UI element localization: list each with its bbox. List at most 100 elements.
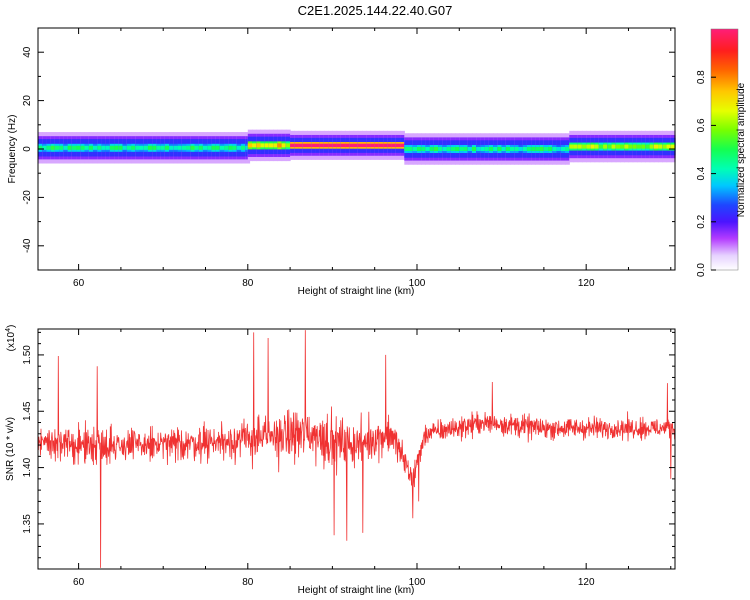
spectrogram-cell: [177, 145, 183, 150]
spectrogram-cell: [190, 145, 196, 150]
spectrogram-cell: [467, 146, 473, 152]
spectrogram-cell: [173, 145, 179, 150]
spectrogram-cell: [88, 145, 94, 150]
spectrogram-cell: [109, 145, 115, 150]
spectrogram-cell: [620, 144, 625, 149]
colorbar-tick-label: 0.0: [696, 263, 707, 277]
spectrogram-cell: [548, 146, 553, 152]
spectrogram-cell: [666, 144, 672, 149]
spectrogram-cell: [122, 145, 128, 150]
spectrogram-cell: [169, 145, 174, 150]
spectrogram-cell: [395, 143, 401, 148]
snr-scale-base: (x10: [6, 331, 17, 351]
spectrogram-cell: [328, 143, 333, 148]
x-tick-label: 80: [242, 278, 254, 289]
spectrogram-cell: [611, 144, 617, 149]
spectrogram-cell: [38, 145, 43, 150]
spectrogram-cell: [298, 143, 304, 148]
spectrogram-cell: [446, 146, 452, 152]
colorbar-gradient: [711, 29, 738, 270]
spectrogram-cell: [565, 146, 570, 152]
spectrogram-frame: [37, 27, 676, 271]
spectrogram-cell: [202, 145, 208, 150]
spectrogram-cell: [573, 144, 579, 149]
spectrogram-cell: [442, 146, 448, 152]
spectrogram-cell: [260, 143, 266, 148]
x-tick-label: 100: [409, 278, 426, 289]
spectrogram-cell: [429, 146, 435, 152]
spectrogram-cell: [476, 146, 482, 152]
spectrogram-cell: [273, 143, 278, 148]
spectrogram-cell: [658, 144, 663, 149]
spectrogram-cell: [353, 143, 359, 148]
spectrogram-cell: [501, 146, 507, 152]
spectrogram-cell: [510, 146, 515, 152]
spectrogram-cell: [268, 143, 274, 148]
y-tick-label: 1.35: [22, 514, 33, 534]
spectrogram-cell: [598, 144, 604, 149]
spectrogram-cell: [670, 144, 676, 149]
spectrogram-cell: [76, 145, 81, 150]
colorbar-tick-label: 0.2: [696, 214, 707, 228]
spectrogram-cell: [302, 143, 308, 148]
x-tick-label: 60: [73, 577, 85, 588]
spectrogram-cell: [471, 146, 477, 152]
snr-x-label: Height of straight line (km): [298, 585, 415, 596]
spectrogram-cell: [290, 143, 295, 148]
spectrogram-cell: [400, 143, 405, 148]
spectrogram-cell: [105, 145, 111, 150]
spectrogram-cell: [374, 143, 380, 148]
spectrogram-cell: [126, 145, 132, 150]
snr-series-line: [38, 330, 675, 568]
x-tick-label: 100: [409, 577, 426, 588]
spectrogram-cell: [581, 144, 587, 149]
spectrogram-cell: [118, 145, 124, 150]
spectrogram-cell: [514, 146, 520, 152]
spectrogram-cell: [319, 143, 325, 148]
spectrogram-cell: [404, 146, 410, 152]
colorbar-ticks: 0.0 0.2 0.4 0.6 0.8: [696, 70, 716, 277]
spectrogram-cell: [277, 143, 283, 148]
spectrogram-cell: [281, 143, 287, 148]
spectrogram-cell: [97, 145, 103, 150]
spectrogram-cell: [336, 143, 342, 148]
spectrogram-cell: [264, 143, 270, 148]
spectrogram-cell: [42, 145, 48, 150]
x-tick-label: 60: [73, 278, 85, 289]
spectrogram-cell: [577, 144, 583, 149]
spectrogram-cell: [556, 146, 562, 152]
spectrogram-cell: [156, 145, 162, 150]
spectrogram-cell: [294, 143, 300, 148]
spectrogram-cell: [92, 145, 98, 150]
spectrogram-cell: [586, 144, 592, 149]
spectrogram-cell: [349, 143, 355, 148]
snr-scale-exponent: 4: [5, 328, 12, 332]
spectrogram-cell: [649, 144, 655, 149]
spectrogram-cell: [421, 146, 427, 152]
snr-frame: [37, 328, 676, 570]
spectrogram-cell: [480, 146, 486, 152]
spectrogram-cell: [315, 143, 321, 148]
spectrogram-cell: [285, 143, 291, 148]
spectrogram-cell: [323, 143, 329, 148]
spectrogram-cell: [152, 145, 158, 150]
spectrogram-cell: [114, 145, 119, 150]
spectrogram-cell: [160, 145, 166, 150]
spectrogram-cell: [531, 146, 537, 152]
spectrogram-cell: [433, 146, 439, 152]
spectrogram-cell: [252, 143, 257, 148]
colorbar-frame: [710, 28, 739, 271]
spectrogram-cell: [484, 146, 490, 152]
spectrogram-cell: [493, 146, 498, 152]
y-tick-label: 0: [22, 146, 33, 152]
colorbar-tick-label: 0.4: [696, 166, 707, 180]
spectrogram-cell: [632, 144, 638, 149]
spectrogram-cell: [391, 143, 397, 148]
spectrogram-cell: [594, 144, 600, 149]
spectrogram-cell: [641, 144, 646, 149]
spectrogram-cell: [535, 146, 541, 152]
spectrogram-cell: [71, 145, 77, 150]
spectrogram-cell: [340, 143, 346, 148]
spectrogram-cell: [603, 144, 608, 149]
